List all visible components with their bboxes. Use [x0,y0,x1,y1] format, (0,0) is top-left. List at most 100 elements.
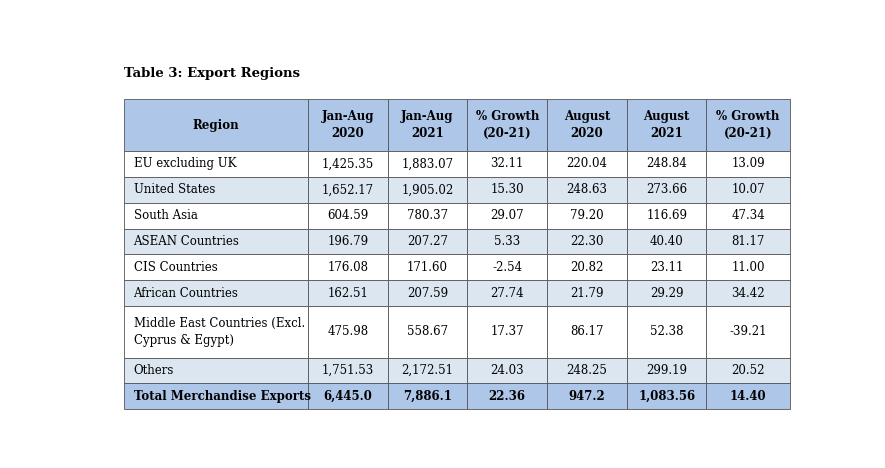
Bar [388,151,467,177]
Bar [124,255,308,280]
Bar [124,228,308,255]
Bar [388,203,467,228]
Bar [547,177,627,203]
Text: 29.29: 29.29 [650,286,683,300]
Text: Jan-Aug
2021: Jan-Aug 2021 [401,110,454,140]
Bar [467,255,547,280]
Text: Table 3: Export Regions: Table 3: Export Regions [124,67,300,80]
Bar [308,177,388,203]
Text: 947.2: 947.2 [568,390,605,403]
Bar [124,383,308,410]
Text: 6,445.0: 6,445.0 [323,390,373,403]
Text: Jan-Aug
2020: Jan-Aug 2020 [321,110,374,140]
Text: 34.42: 34.42 [731,286,765,300]
Bar [388,306,467,358]
Bar [308,203,388,228]
Text: 1,083.56: 1,083.56 [638,390,696,403]
Text: -2.54: -2.54 [492,261,522,274]
Bar [467,203,547,228]
Text: 220.04: 220.04 [566,157,607,170]
Bar [124,151,308,177]
Text: 273.66: 273.66 [646,183,687,196]
Text: 27.74: 27.74 [490,286,524,300]
Bar [706,228,789,255]
Text: 32.11: 32.11 [490,157,524,170]
Bar [706,280,789,306]
Text: 475.98: 475.98 [327,325,368,338]
Bar [627,280,706,306]
Text: 248.25: 248.25 [566,364,607,377]
Text: 1,883.07: 1,883.07 [402,157,454,170]
Text: 13.09: 13.09 [731,157,765,170]
Bar [547,280,627,306]
Bar [627,383,706,410]
Text: 47.34: 47.34 [731,209,765,222]
Bar [467,280,547,306]
Bar [388,280,467,306]
Bar [706,177,789,203]
Text: % Growth
(20-21): % Growth (20-21) [716,110,780,140]
Text: 29.07: 29.07 [490,209,524,222]
Text: % Growth
(20-21): % Growth (20-21) [475,110,539,140]
Text: 604.59: 604.59 [327,209,368,222]
Bar [706,203,789,228]
Text: Middle East Countries (Excl.
Cyprus & Egypt): Middle East Countries (Excl. Cyprus & Eg… [134,317,304,347]
Bar [308,255,388,280]
Bar [388,383,467,410]
Bar [706,255,789,280]
Text: 248.63: 248.63 [566,183,607,196]
Bar [388,99,467,151]
Text: 20.82: 20.82 [570,261,604,274]
Text: August
2020: August 2020 [564,110,610,140]
Bar [124,306,308,358]
Text: 1,905.02: 1,905.02 [402,183,454,196]
Text: 22.30: 22.30 [570,235,604,248]
Text: 196.79: 196.79 [327,235,368,248]
Bar [124,99,308,151]
Text: 79.20: 79.20 [570,209,604,222]
Text: African Countries: African Countries [134,286,238,300]
Bar [388,228,467,255]
Bar [547,203,627,228]
Text: 86.17: 86.17 [570,325,604,338]
Bar [627,151,706,177]
Bar [467,383,547,410]
Bar [388,358,467,383]
Text: ASEAN Countries: ASEAN Countries [134,235,240,248]
Bar [627,255,706,280]
Text: 81.17: 81.17 [731,235,765,248]
Bar [627,228,706,255]
Bar [308,383,388,410]
Text: 52.38: 52.38 [650,325,683,338]
Bar [308,306,388,358]
Text: 299.19: 299.19 [646,364,687,377]
Bar [706,306,789,358]
Bar [627,358,706,383]
Bar [547,99,627,151]
Text: 5.33: 5.33 [494,235,520,248]
Text: 21.79: 21.79 [570,286,604,300]
Bar [467,177,547,203]
Bar [124,203,308,228]
Text: 24.03: 24.03 [490,364,524,377]
Text: August
2021: August 2021 [643,110,689,140]
Text: United States: United States [134,183,215,196]
Bar [706,383,789,410]
Text: 20.52: 20.52 [731,364,765,377]
Text: 207.59: 207.59 [407,286,448,300]
Text: 11.00: 11.00 [731,261,765,274]
Text: 207.27: 207.27 [407,235,448,248]
Text: 22.36: 22.36 [489,390,526,403]
Text: CIS Countries: CIS Countries [134,261,218,274]
Bar [547,358,627,383]
Text: 23.11: 23.11 [650,261,683,274]
Bar [124,358,308,383]
Text: 162.51: 162.51 [327,286,368,300]
Text: Others: Others [134,364,173,377]
Text: 558.67: 558.67 [407,325,448,338]
Bar [467,151,547,177]
Bar [706,99,789,151]
Text: 14.40: 14.40 [730,390,766,403]
Bar [547,306,627,358]
Bar [706,151,789,177]
